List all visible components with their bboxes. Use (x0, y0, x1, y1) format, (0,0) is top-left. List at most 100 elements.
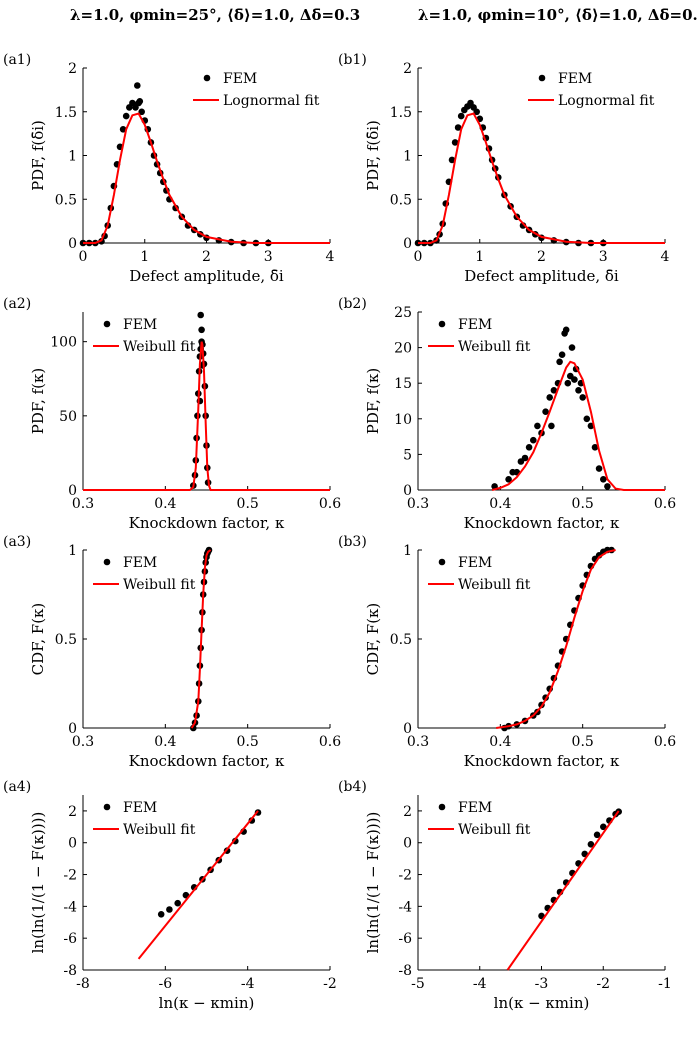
y-tick-label: 0 (403, 236, 412, 252)
x-tick-label: 0 (79, 249, 88, 265)
x-tick-label: -3 (535, 976, 549, 992)
fem-point (556, 358, 563, 366)
x-tick-label: -6 (159, 976, 173, 992)
legend-label-fit: Weibull fit (123, 822, 196, 838)
column-title-left: λ=1.0, φmin=25°, ⟨δ̄⟩=1.0, Δδ̄=0.3 (70, 6, 360, 24)
fem-point (166, 906, 173, 913)
x-tick-label: 0.5 (237, 734, 259, 750)
fem-point (197, 311, 204, 319)
fem-point (564, 379, 572, 387)
fem-point (119, 126, 127, 133)
fem-point (575, 387, 582, 394)
fem-point (534, 422, 541, 430)
fem-point (521, 454, 529, 462)
fem-point (600, 476, 607, 483)
y-axis-label: PDF, f(κ) (29, 368, 47, 434)
y-tick-label: 25 (394, 305, 412, 321)
y-tick-label: -2 (398, 868, 412, 884)
legend-label-fit: Weibull fit (123, 577, 196, 593)
y-tick-label: 20 (394, 341, 412, 357)
x-tick-label: 0.6 (654, 496, 676, 512)
y-tick-label: 1 (68, 149, 77, 165)
x-tick-label: 0 (414, 249, 423, 265)
fem-point (136, 98, 144, 105)
fit-line (491, 360, 665, 491)
legend-marker-fem (103, 558, 111, 566)
fem-point (562, 326, 570, 334)
legend-label-fit: Lognormal fit (558, 93, 655, 109)
fem-point (558, 351, 566, 359)
x-tick-label: 4 (661, 249, 670, 265)
legend-label-fit: Weibull fit (458, 339, 531, 355)
y-tick-label: 2 (68, 61, 77, 77)
x-tick-label: 4 (326, 249, 335, 265)
fem-point (457, 112, 465, 120)
fem-point (593, 831, 601, 839)
legend-marker-fem (103, 803, 111, 811)
panel-label: (b4) (338, 779, 367, 795)
legend-label-fem: FEM (123, 800, 157, 816)
y-tick-label: -4 (398, 899, 412, 915)
panel-label: (a4) (3, 779, 31, 795)
x-tick-label: 0.5 (572, 496, 594, 512)
fem-point (174, 899, 181, 907)
fem-point (525, 444, 533, 451)
fem-point (550, 387, 558, 394)
fem-point (591, 444, 599, 451)
x-tick-label: 1 (140, 249, 149, 265)
y-tick-label: 0.5 (55, 192, 77, 208)
legend-label-fem: FEM (458, 317, 492, 333)
x-tick-label: 0.4 (154, 496, 176, 512)
fem-point (530, 436, 537, 444)
legend-label-fem: FEM (458, 555, 492, 571)
y-tick-label: 0 (403, 721, 412, 737)
x-axis-label: Knockdown factor, κ (464, 514, 620, 532)
panel-label: (b2) (338, 296, 367, 312)
y-tick-label: 10 (394, 412, 412, 428)
y-tick-label: 15 (394, 376, 412, 392)
fem-point (548, 422, 555, 430)
x-tick-label: 0.3 (72, 496, 94, 512)
y-axis-label: PDF, f(δ̄i) (29, 120, 47, 191)
y-tick-label: 2 (68, 804, 77, 820)
legend-label-fem: FEM (123, 317, 157, 333)
y-tick-label: 0.5 (390, 632, 412, 648)
x-axis-label: Knockdown factor, κ (129, 514, 285, 532)
x-tick-label: 0.5 (572, 734, 594, 750)
x-axis-label: Defect amplitude, δ̄i (464, 267, 619, 285)
fem-point (138, 108, 145, 116)
column-title-right: λ=1.0, φmin=10°, ⟨δ̄⟩=1.0, Δδ̄=0.3 (418, 6, 698, 24)
y-axis-label: ln(ln(1/(1 − F(κ)))) (364, 812, 382, 954)
fem-point (198, 326, 205, 334)
legend-label-fem: FEM (123, 555, 157, 571)
legend-marker-fem (538, 74, 546, 82)
x-axis-label: Knockdown factor, κ (464, 752, 620, 770)
y-tick-label: 0.5 (55, 632, 77, 648)
x-tick-label: 0.3 (407, 734, 429, 750)
y-axis-label: CDF, F(κ) (364, 603, 382, 676)
fem-point (232, 837, 239, 845)
legend-label-fit: Lognormal fit (223, 93, 320, 109)
y-tick-label: 100 (50, 335, 77, 351)
panel-label: (a2) (3, 296, 31, 312)
legend-label-fit: Weibull fit (458, 822, 531, 838)
fit-line (137, 810, 259, 960)
panel-label: (b1) (338, 52, 367, 68)
fem-point (595, 465, 603, 472)
fem-point (571, 376, 578, 383)
fem-point (451, 139, 459, 146)
legend-marker-fem (103, 320, 111, 328)
fit-line (83, 341, 330, 491)
fem-point (546, 394, 553, 401)
x-tick-label: -2 (323, 976, 337, 992)
y-tick-label: -8 (398, 963, 412, 979)
fem-point (587, 841, 595, 848)
y-tick-label: 1.5 (55, 105, 77, 121)
fem-point (604, 483, 611, 490)
x-tick-label: -4 (241, 976, 255, 992)
column-title-left-text: λ=1.0, φmin=25°, ⟨δ̄⟩=1.0, Δδ̄=0.3 (70, 6, 361, 24)
x-tick-label: -1 (658, 976, 672, 992)
y-tick-label: -8 (63, 963, 77, 979)
x-tick-label: 0.5 (237, 496, 259, 512)
